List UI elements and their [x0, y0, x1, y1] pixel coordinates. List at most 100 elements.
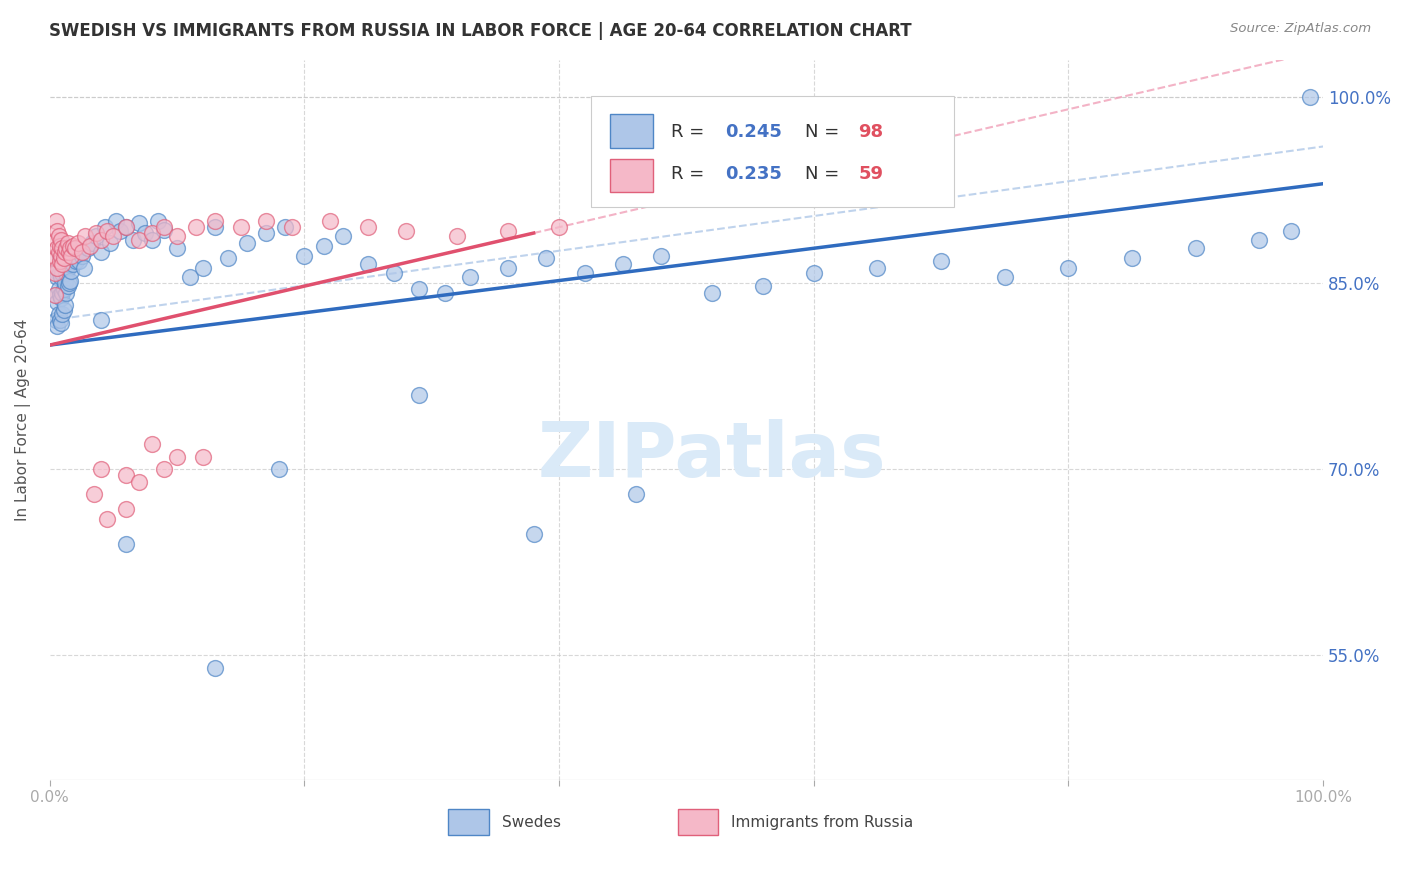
- Point: [994, 269, 1017, 284]
- Point: [395, 224, 418, 238]
- Point: [60, 249, 83, 263]
- Point: [319, 214, 342, 228]
- Point: [53, 245, 76, 260]
- Point: [612, 257, 634, 271]
- Point: [45, 214, 67, 228]
- Point: [229, 220, 252, 235]
- Point: [53, 298, 76, 312]
- Point: [48, 228, 70, 243]
- Point: [45, 263, 67, 277]
- Point: [446, 228, 468, 243]
- Point: [46, 261, 69, 276]
- Point: [204, 220, 226, 235]
- Point: [58, 257, 80, 271]
- Point: [357, 220, 380, 235]
- Point: [80, 236, 103, 251]
- Point: [48, 307, 70, 321]
- Point: [70, 249, 93, 263]
- Point: [52, 251, 75, 265]
- Point: [93, 220, 115, 235]
- Point: [75, 228, 97, 243]
- Point: [51, 251, 73, 265]
- Text: SWEDISH VS IMMIGRANTS FROM RUSSIA IN LABOR FORCE | AGE 20-64 CORRELATION CHART: SWEDISH VS IMMIGRANTS FROM RUSSIA IN LAB…: [49, 22, 912, 40]
- Point: [58, 245, 80, 260]
- Point: [153, 220, 176, 235]
- Point: [115, 537, 138, 551]
- Point: [66, 236, 89, 251]
- Point: [66, 245, 89, 260]
- Point: [141, 437, 163, 451]
- Point: [63, 251, 86, 265]
- Point: [49, 249, 72, 263]
- Point: [79, 239, 101, 253]
- Point: [51, 269, 73, 284]
- Point: [408, 388, 430, 402]
- Point: [45, 233, 67, 247]
- Text: R =: R =: [671, 165, 710, 184]
- Point: [45, 313, 67, 327]
- Point: [90, 245, 112, 260]
- Point: [51, 241, 73, 255]
- Point: [548, 220, 571, 235]
- Point: [294, 249, 316, 263]
- Point: [752, 278, 775, 293]
- Point: [166, 450, 188, 464]
- Point: [536, 251, 558, 265]
- Y-axis label: In Labor Force | Age 20-64: In Labor Force | Age 20-64: [15, 318, 31, 521]
- Point: [45, 288, 67, 302]
- Point: [46, 319, 69, 334]
- Point: [63, 249, 86, 263]
- Point: [204, 661, 226, 675]
- Text: 0.245: 0.245: [724, 122, 782, 141]
- Point: [267, 462, 290, 476]
- Point: [55, 241, 77, 255]
- Point: [84, 227, 107, 241]
- Point: [357, 257, 380, 271]
- Point: [433, 285, 456, 300]
- Point: [55, 266, 77, 280]
- Point: [51, 233, 73, 247]
- Point: [103, 228, 125, 243]
- Point: [98, 236, 121, 251]
- Point: [803, 266, 825, 280]
- Point: [96, 224, 118, 238]
- FancyBboxPatch shape: [610, 114, 654, 147]
- Point: [59, 274, 82, 288]
- Point: [46, 269, 69, 284]
- Point: [52, 303, 75, 318]
- Point: [153, 222, 176, 236]
- Point: [49, 239, 72, 253]
- Point: [45, 251, 67, 265]
- Text: Source: ZipAtlas.com: Source: ZipAtlas.com: [1230, 22, 1371, 36]
- Point: [115, 220, 138, 235]
- Point: [83, 487, 105, 501]
- Text: Swedes: Swedes: [502, 815, 561, 830]
- Point: [51, 285, 73, 300]
- Text: N =: N =: [804, 122, 845, 141]
- Text: R =: R =: [671, 122, 710, 141]
- Point: [312, 239, 335, 253]
- Point: [48, 245, 70, 260]
- Point: [51, 291, 73, 305]
- Point: [141, 227, 163, 241]
- Point: [53, 257, 76, 271]
- Point: [73, 261, 96, 276]
- Point: [65, 253, 87, 268]
- Point: [49, 313, 72, 327]
- Point: [46, 294, 69, 309]
- Point: [90, 233, 112, 247]
- Point: [115, 468, 138, 483]
- Point: [104, 214, 127, 228]
- Point: [51, 239, 73, 253]
- Point: [217, 251, 239, 265]
- Point: [146, 214, 169, 228]
- Point: [52, 282, 75, 296]
- Point: [1121, 251, 1143, 265]
- Point: [63, 241, 86, 255]
- Text: Immigrants from Russia: Immigrants from Russia: [731, 815, 914, 830]
- Point: [128, 216, 150, 230]
- Point: [96, 512, 118, 526]
- Point: [51, 249, 73, 263]
- Point: [929, 253, 952, 268]
- Point: [56, 261, 79, 276]
